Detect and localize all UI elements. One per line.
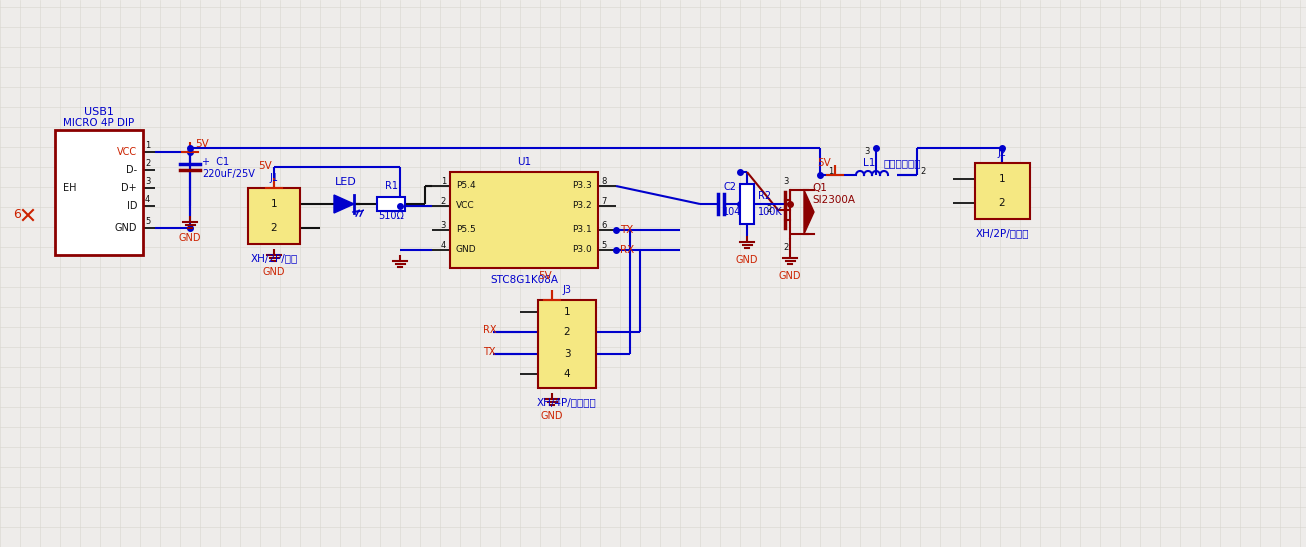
Text: XH/2P/开关: XH/2P/开关 [251, 253, 298, 263]
Bar [248, 188, 300, 244]
Text: 7: 7 [601, 196, 606, 206]
Text: EH: EH [63, 183, 77, 193]
Text: 510Ω: 510Ω [377, 211, 404, 221]
Text: VCC: VCC [116, 147, 137, 157]
Text: 1: 1 [564, 307, 571, 317]
Text: STC8G1K08A: STC8G1K08A [490, 275, 558, 285]
Text: 2: 2 [440, 196, 447, 206]
Text: GND: GND [735, 255, 759, 265]
Text: L1: L1 [863, 158, 875, 168]
Text: P3.1: P3.1 [572, 225, 592, 235]
Text: XH/4P/程序烧录: XH/4P/程序烧录 [537, 397, 597, 407]
Text: GND: GND [778, 271, 802, 281]
Text: P3.3: P3.3 [572, 182, 592, 190]
Text: TX: TX [620, 225, 633, 235]
Bar [741, 184, 754, 224]
Text: GND: GND [263, 267, 285, 277]
Text: P5.4: P5.4 [456, 182, 475, 190]
Text: 5V: 5V [195, 139, 209, 149]
Text: U1: U1 [517, 157, 532, 167]
Text: P5.5: P5.5 [456, 225, 475, 235]
Text: 2: 2 [767, 206, 772, 214]
Text: P3.2: P3.2 [572, 201, 592, 211]
Text: C2: C2 [724, 182, 737, 192]
Text: RX: RX [620, 245, 635, 255]
Bar [538, 300, 596, 388]
Text: 2: 2 [145, 160, 150, 168]
Text: TX: TX [483, 347, 495, 357]
Text: J1: J1 [269, 173, 278, 183]
Text: GND: GND [541, 411, 563, 421]
Text: 1: 1 [270, 199, 277, 209]
Text: GND: GND [456, 246, 477, 254]
Text: GND: GND [179, 233, 201, 243]
Text: J3: J3 [563, 285, 572, 295]
Polygon shape [334, 195, 354, 213]
Text: 2: 2 [784, 243, 789, 253]
Text: 2: 2 [564, 327, 571, 337]
Text: 4: 4 [440, 241, 447, 249]
Text: 1: 1 [145, 142, 150, 150]
Text: 2: 2 [919, 166, 925, 176]
Text: VCC: VCC [456, 201, 474, 211]
Text: +  C1: + C1 [202, 157, 229, 167]
Text: R2: R2 [757, 191, 771, 201]
Text: 1: 1 [440, 177, 447, 185]
Bar [55, 130, 142, 255]
Text: Q1: Q1 [812, 183, 827, 193]
Text: P3.0: P3.0 [572, 246, 592, 254]
Text: 3: 3 [865, 147, 870, 155]
Text: D-: D- [125, 165, 137, 175]
Text: USB1: USB1 [84, 107, 114, 117]
Text: ID: ID [127, 201, 137, 211]
Text: 5: 5 [145, 218, 150, 226]
Text: 3: 3 [440, 220, 447, 230]
Text: 3: 3 [784, 177, 789, 187]
Text: SI2300A: SI2300A [812, 195, 855, 205]
Text: GND: GND [115, 223, 137, 233]
Text: MICRO 4P DIP: MICRO 4P DIP [64, 118, 135, 128]
Text: 6: 6 [13, 208, 21, 222]
Text: 100K: 100K [757, 207, 782, 217]
Text: RX: RX [483, 325, 496, 335]
Text: LED: LED [336, 177, 357, 187]
Text: D+: D+ [121, 183, 137, 193]
Text: 4: 4 [145, 195, 150, 205]
Bar [976, 163, 1030, 219]
Text: 1: 1 [828, 166, 833, 176]
Text: 2: 2 [999, 198, 1006, 208]
Text: 5: 5 [601, 241, 606, 249]
Bar [377, 197, 405, 211]
Text: 3: 3 [564, 349, 571, 359]
Text: 5V: 5V [259, 161, 272, 171]
Text: 4: 4 [564, 369, 571, 379]
Polygon shape [804, 190, 814, 234]
Text: 2: 2 [270, 223, 277, 233]
Text: XH/2P/雾化器: XH/2P/雾化器 [976, 228, 1029, 238]
Text: 1: 1 [999, 174, 1006, 184]
Text: 6: 6 [601, 220, 606, 230]
Text: 三脚升压电感: 三脚升压电感 [883, 158, 921, 168]
Text: 8: 8 [601, 177, 606, 185]
Text: 104: 104 [724, 207, 742, 217]
Text: R1: R1 [384, 181, 397, 191]
Text: 5V: 5V [538, 271, 551, 281]
Bar [451, 172, 598, 268]
Text: 220uF/25V: 220uF/25V [202, 169, 255, 179]
Text: J2: J2 [998, 148, 1007, 158]
Text: 3: 3 [145, 177, 150, 187]
Text: 5V: 5V [818, 158, 831, 168]
